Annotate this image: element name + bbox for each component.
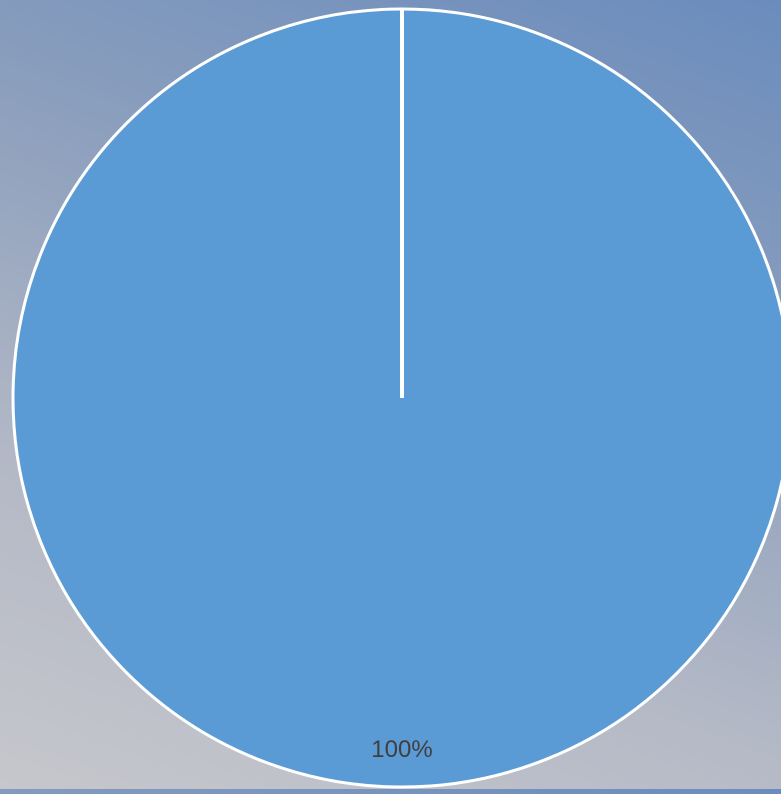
pie-slices — [11, 7, 781, 789]
pie-slice — [11, 7, 781, 789]
pie-data-label: 100% — [371, 736, 432, 763]
pie-labels: 100% — [371, 736, 432, 763]
